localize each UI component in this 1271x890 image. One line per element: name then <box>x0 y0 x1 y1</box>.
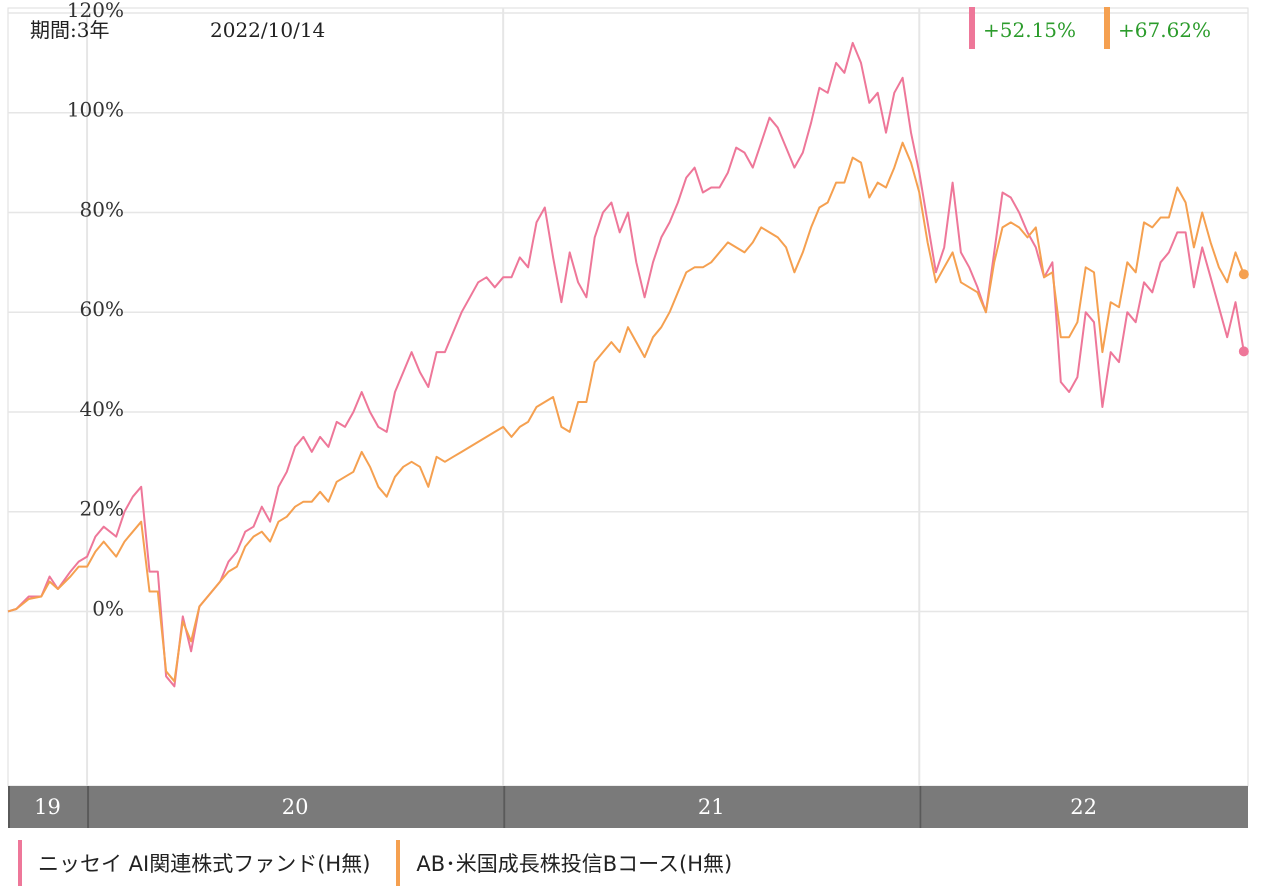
period-label: 期間:3年 <box>30 18 109 42</box>
legend-item-pink: ニッセイ AI関連株式ファンド(H無) <box>18 840 370 886</box>
year-segment <box>8 786 88 828</box>
series-end-marker-1 <box>1238 269 1249 280</box>
year-label: 21 <box>698 795 725 819</box>
return-swatch-pink <box>969 7 975 49</box>
y-tick-label: 120% <box>67 0 124 22</box>
legend-item-orange: AB･米国成長株投信Bコース(H無) <box>396 840 732 886</box>
series-line-1 <box>7 141 1245 683</box>
legend-label-orange: AB･米国成長株投信Bコース(H無) <box>416 852 733 876</box>
y-tick-label: 20% <box>80 497 124 521</box>
legend-swatch-orange <box>396 840 401 886</box>
return-value-orange: +67.62% <box>1118 18 1211 42</box>
year-label: 19 <box>34 795 61 819</box>
legend-label-pink: ニッセイ AI関連株式ファンド(H無) <box>38 852 371 876</box>
y-tick-label: 80% <box>80 197 124 221</box>
year-label: 22 <box>1070 795 1097 819</box>
year-label: 20 <box>282 795 309 819</box>
series-layer <box>7 41 1249 688</box>
return-value-pink: +52.15% <box>983 18 1076 42</box>
plot-area <box>7 7 1249 787</box>
legend-swatch-pink <box>18 840 22 886</box>
year-segment <box>503 786 920 828</box>
return-swatch-orange <box>1104 7 1110 49</box>
y-tick-label: 60% <box>80 297 124 321</box>
y-tick-label: 0% <box>92 596 124 620</box>
series-end-marker-0 <box>1238 346 1249 357</box>
y-tick-label: 100% <box>67 98 124 122</box>
year-segment <box>919 786 1248 828</box>
y-tick-label: 40% <box>80 397 124 421</box>
year-axis-bar: 19 20 21 22 <box>8 786 1248 828</box>
year-segment <box>87 786 504 828</box>
legend: ニッセイ AI関連株式ファンド(H無) AB･米国成長株投信Bコース(H無) <box>18 838 758 888</box>
y-tick-labels: 0% 20% 40% 60% 80% 100% 120% <box>67 0 124 620</box>
series-line-0 <box>7 41 1245 688</box>
date-label: 2022/10/14 <box>210 18 325 42</box>
